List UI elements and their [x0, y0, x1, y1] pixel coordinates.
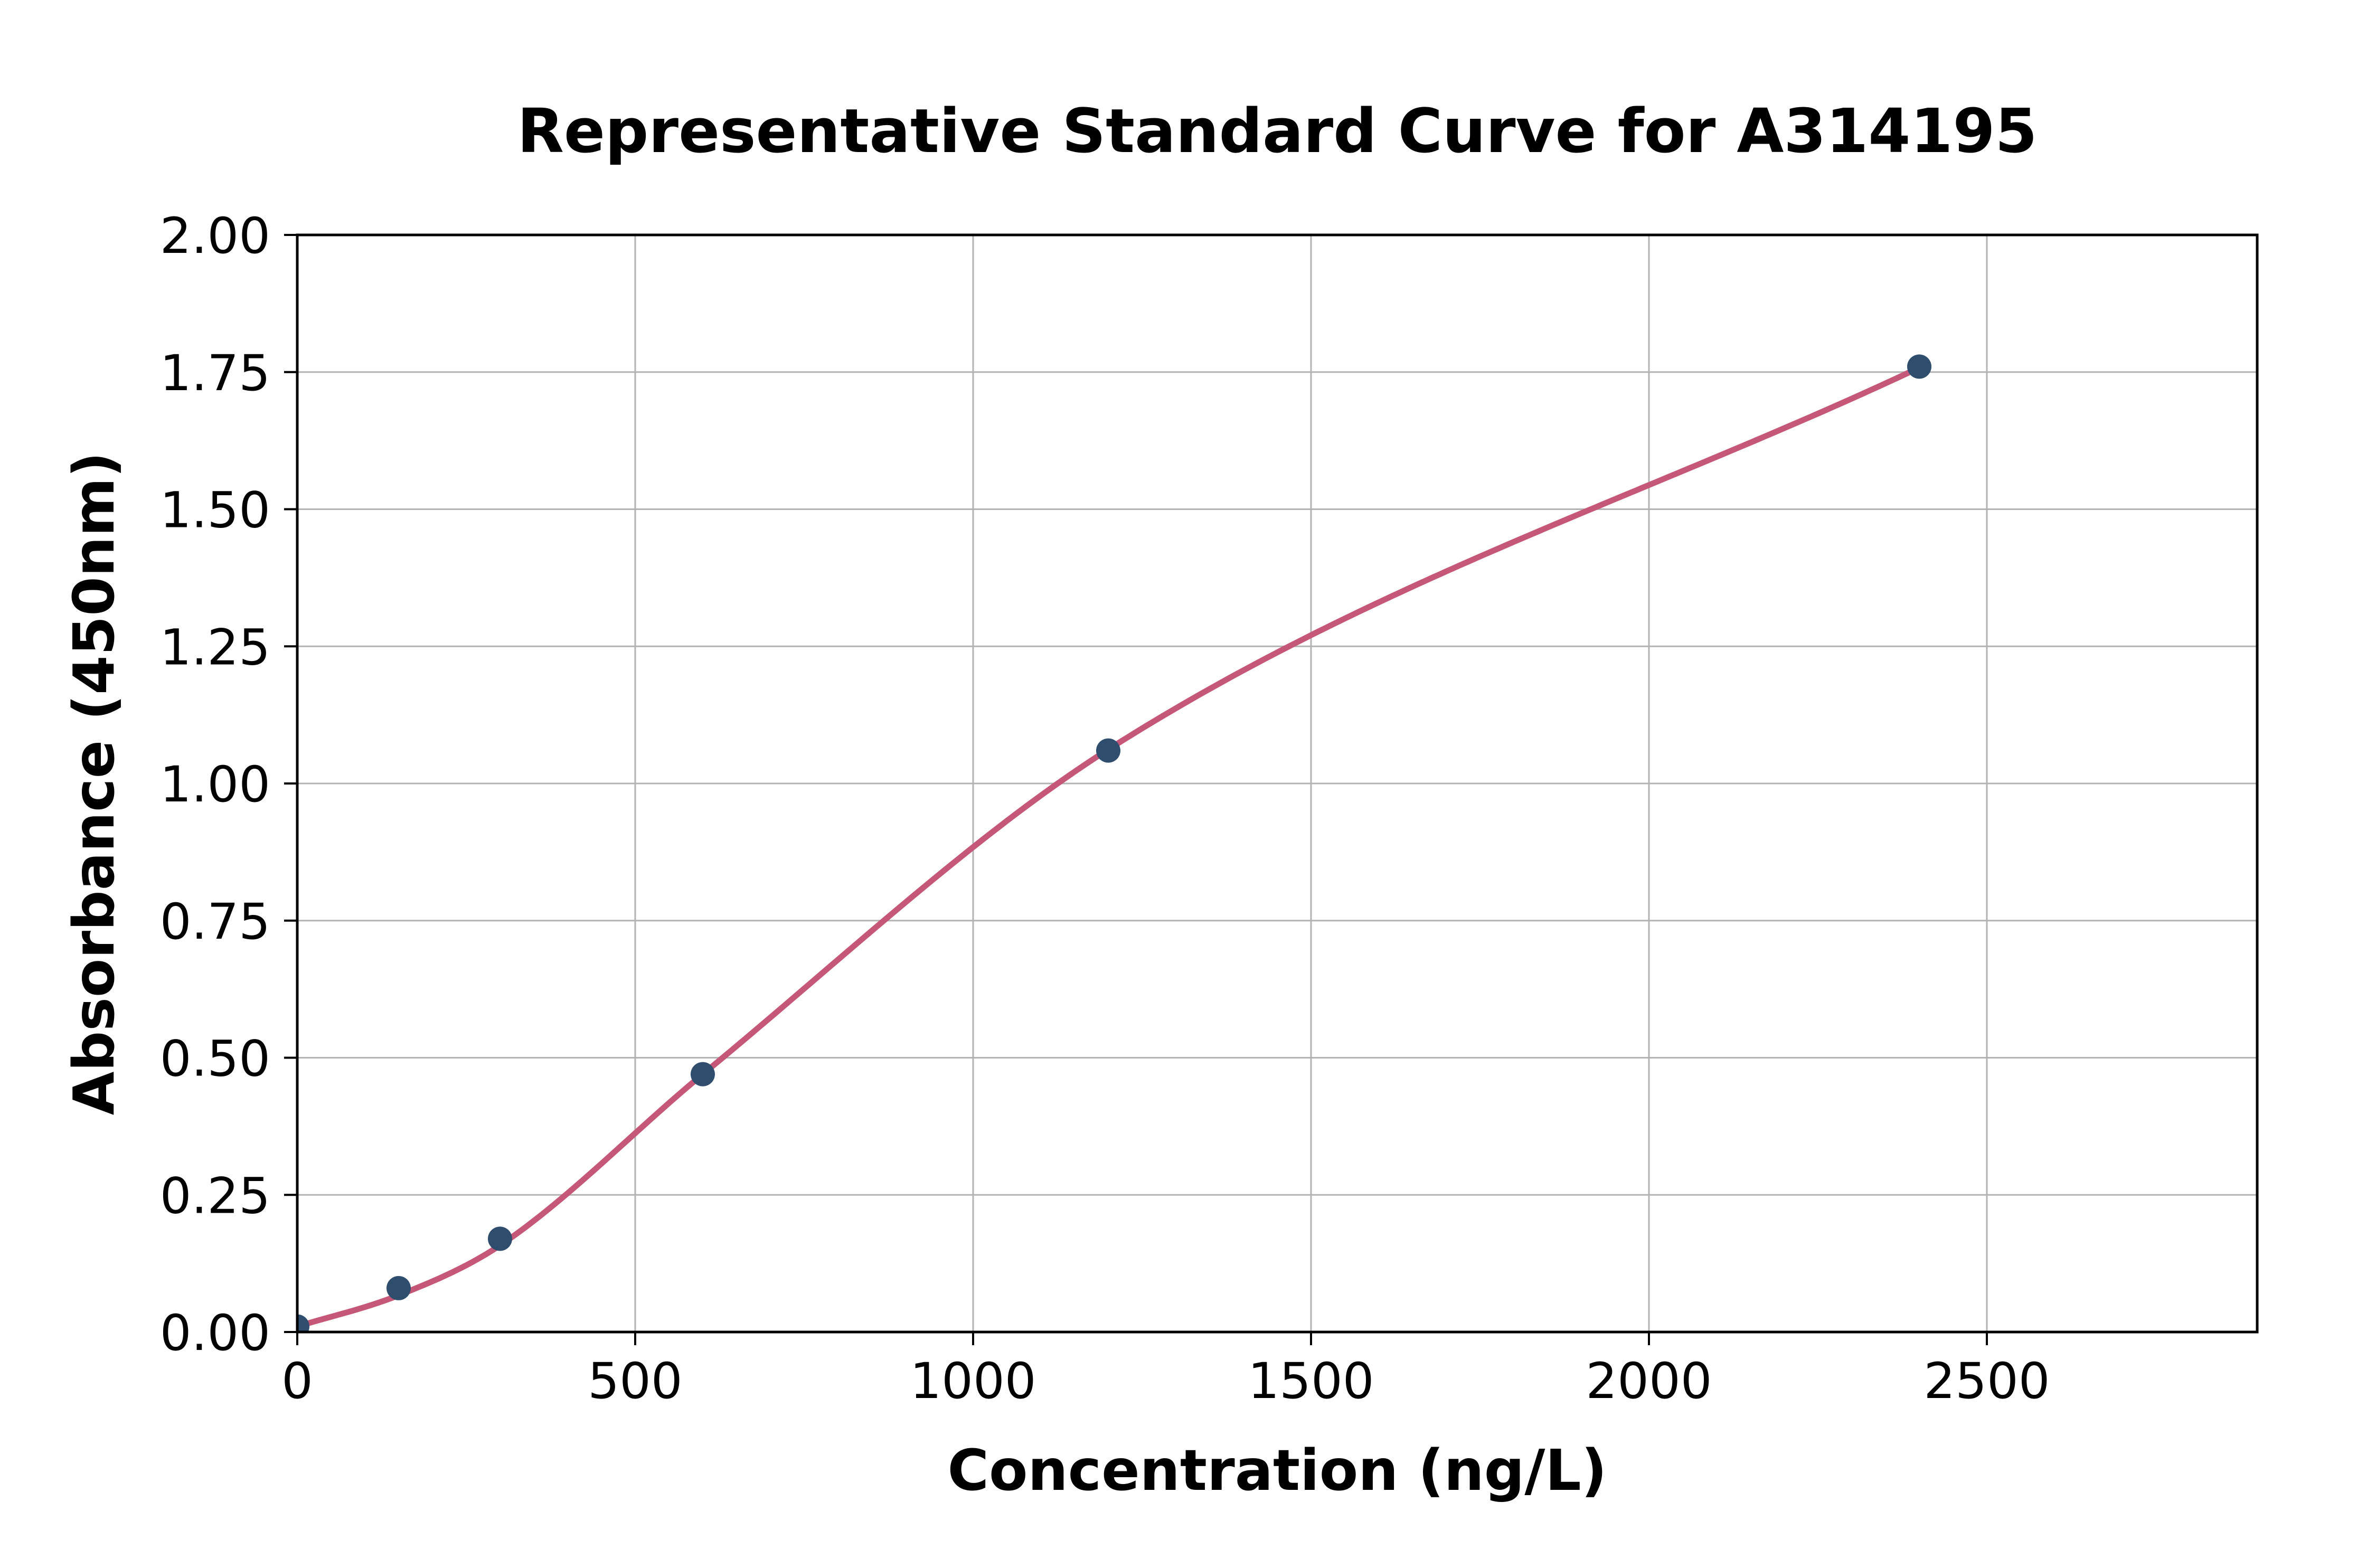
- y-tick-label-2: 2.00: [160, 207, 270, 265]
- y-axis-label: Absorbance (450nm): [62, 452, 127, 1115]
- y-tick-label-1.25: 1.25: [160, 619, 270, 676]
- chart-title: Representative Standard Curve for A31419…: [517, 96, 2038, 167]
- axis-tick-labels: 0 500 1000 1500 2000 2500 0.00 0.25 0.50 0.75 1.00…: [160, 207, 2050, 1410]
- data-point-0: [297, 1314, 309, 1332]
- y-tick-label-0.25: 0.25: [160, 1167, 270, 1225]
- y-tick-label-1: 1.00: [160, 756, 270, 814]
- x-tick-label-2500: 2500: [1924, 1353, 2050, 1410]
- y-tick-label-1.75: 1.75: [160, 345, 270, 402]
- y-tick-label-1.5: 1.50: [160, 482, 270, 540]
- plot-frame: [296, 233, 2259, 1334]
- y-tick-label-0.75: 0.75: [160, 893, 270, 951]
- data-point-300: [488, 1226, 512, 1251]
- x-axis-label: Concentration (ng/L): [947, 1438, 1607, 1504]
- x-tick-label-1500: 1500: [1248, 1353, 1374, 1410]
- y-tick-label-0: 0.00: [160, 1305, 270, 1362]
- x-tick-label-1000: 1000: [910, 1353, 1036, 1410]
- gridlines: [297, 235, 2257, 1332]
- data-point-2400: [1907, 354, 1931, 379]
- data-point-150: [386, 1276, 411, 1300]
- y-tick-label-0.5: 0.50: [160, 1031, 270, 1088]
- axis-tick-marks: [284, 234, 1988, 1345]
- data-points: [297, 354, 1931, 1332]
- x-tick-label-500: 500: [588, 1353, 682, 1410]
- data-point-600: [691, 1062, 715, 1087]
- data-point-1200: [1096, 738, 1120, 763]
- x-tick-label-0: 0: [281, 1353, 313, 1410]
- x-tick-label-2000: 2000: [1586, 1353, 1712, 1410]
